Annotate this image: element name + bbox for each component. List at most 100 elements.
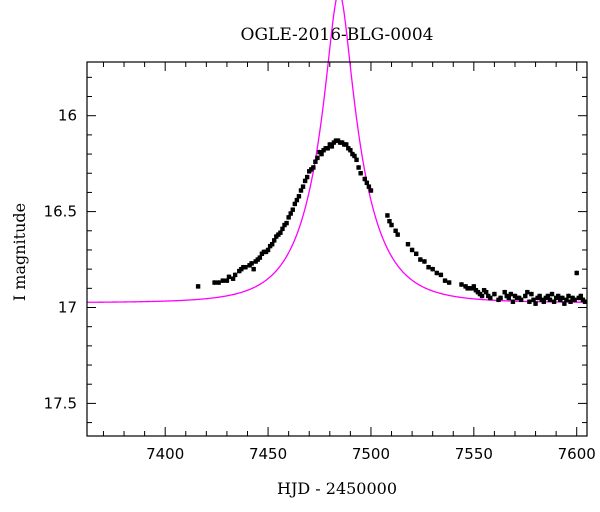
data-point bbox=[243, 265, 248, 270]
data-point bbox=[568, 299, 573, 304]
data-point bbox=[298, 188, 304, 193]
data-points bbox=[195, 138, 588, 306]
data-point bbox=[300, 184, 306, 189]
data-point bbox=[280, 226, 285, 232]
data-point bbox=[362, 176, 367, 182]
x-tick-label: 7450 bbox=[249, 445, 287, 463]
data-point bbox=[541, 299, 546, 304]
y-axis-label: I magnitude bbox=[10, 203, 29, 301]
data-point bbox=[269, 242, 275, 247]
data-point bbox=[562, 301, 567, 306]
data-point bbox=[545, 293, 551, 299]
data-point bbox=[446, 280, 452, 285]
data-point bbox=[368, 188, 374, 193]
y-tick-label: 16.5 bbox=[44, 203, 77, 221]
y-tick-label: 17.5 bbox=[44, 394, 77, 412]
data-point bbox=[537, 293, 542, 299]
data-point bbox=[502, 289, 507, 295]
data-point bbox=[488, 295, 493, 301]
data-point bbox=[389, 222, 394, 228]
data-point bbox=[385, 213, 390, 218]
data-point bbox=[547, 297, 553, 303]
data-point bbox=[414, 251, 419, 256]
data-point bbox=[212, 280, 217, 285]
data-point bbox=[479, 293, 485, 299]
x-tick-label: 7600 bbox=[558, 445, 596, 463]
data-point bbox=[348, 148, 353, 153]
data-point bbox=[265, 247, 271, 253]
data-point bbox=[506, 295, 512, 301]
data-point bbox=[549, 291, 555, 297]
data-point bbox=[395, 232, 400, 237]
data-point bbox=[459, 282, 464, 287]
data-point bbox=[430, 266, 435, 272]
data-point bbox=[564, 297, 569, 303]
data-point bbox=[566, 293, 571, 299]
data-point bbox=[409, 247, 415, 253]
data-point bbox=[358, 171, 363, 176]
tick-labels: 7400 7450 7500 7550 7600 16 16.5 17 17.5 bbox=[44, 107, 596, 463]
data-point bbox=[471, 284, 477, 289]
data-point bbox=[438, 272, 444, 278]
data-point bbox=[498, 295, 503, 301]
data-point bbox=[224, 278, 230, 283]
data-point bbox=[387, 218, 392, 224]
data-point bbox=[518, 297, 524, 303]
data-point bbox=[329, 144, 335, 149]
data-point bbox=[560, 295, 565, 301]
data-point bbox=[232, 272, 238, 278]
data-point bbox=[226, 274, 232, 280]
data-point bbox=[364, 180, 370, 186]
data-point bbox=[257, 255, 263, 260]
data-point bbox=[434, 270, 439, 276]
y-tick-label: 16 bbox=[58, 107, 77, 125]
data-point bbox=[405, 242, 411, 247]
x-tick-label: 7400 bbox=[146, 445, 184, 463]
plot-frame bbox=[86, 61, 588, 437]
data-point bbox=[286, 215, 291, 220]
data-point bbox=[531, 297, 536, 303]
data-point bbox=[525, 289, 530, 295]
data-point bbox=[302, 178, 308, 184]
data-point bbox=[292, 201, 298, 207]
data-point bbox=[251, 266, 256, 272]
data-point bbox=[294, 197, 300, 203]
data-point bbox=[551, 299, 557, 304]
data-point bbox=[220, 278, 226, 283]
data-point bbox=[533, 301, 538, 306]
data-point bbox=[523, 293, 528, 299]
data-point bbox=[442, 278, 448, 283]
data-point bbox=[325, 146, 330, 151]
x-tick-label: 7500 bbox=[352, 445, 390, 463]
axis-ticks bbox=[87, 62, 587, 436]
data-point bbox=[527, 299, 532, 304]
data-point bbox=[393, 228, 398, 233]
data-point bbox=[195, 284, 201, 289]
data-point bbox=[304, 174, 310, 180]
data-point bbox=[555, 293, 561, 299]
data-point bbox=[288, 211, 293, 216]
data-point bbox=[578, 293, 584, 299]
chart-title: OGLE-2016-BLG-0004 bbox=[241, 25, 434, 45]
data-point bbox=[344, 142, 349, 147]
data-point bbox=[574, 270, 579, 276]
data-point bbox=[426, 265, 431, 270]
data-point bbox=[418, 257, 423, 262]
data-point bbox=[249, 261, 254, 266]
data-point bbox=[483, 289, 489, 295]
data-point bbox=[354, 157, 359, 163]
data-point bbox=[319, 151, 324, 157]
data-point bbox=[572, 297, 577, 303]
data-point bbox=[422, 259, 427, 264]
data-point bbox=[582, 299, 588, 304]
x-tick-label: 7550 bbox=[455, 445, 493, 463]
data-point bbox=[290, 207, 295, 212]
y-tick-label: 17 bbox=[58, 298, 77, 316]
data-point bbox=[284, 220, 289, 226]
data-point bbox=[296, 194, 302, 199]
data-point bbox=[278, 230, 283, 235]
data-point bbox=[311, 165, 316, 170]
data-point bbox=[230, 276, 236, 281]
data-point bbox=[492, 291, 497, 297]
